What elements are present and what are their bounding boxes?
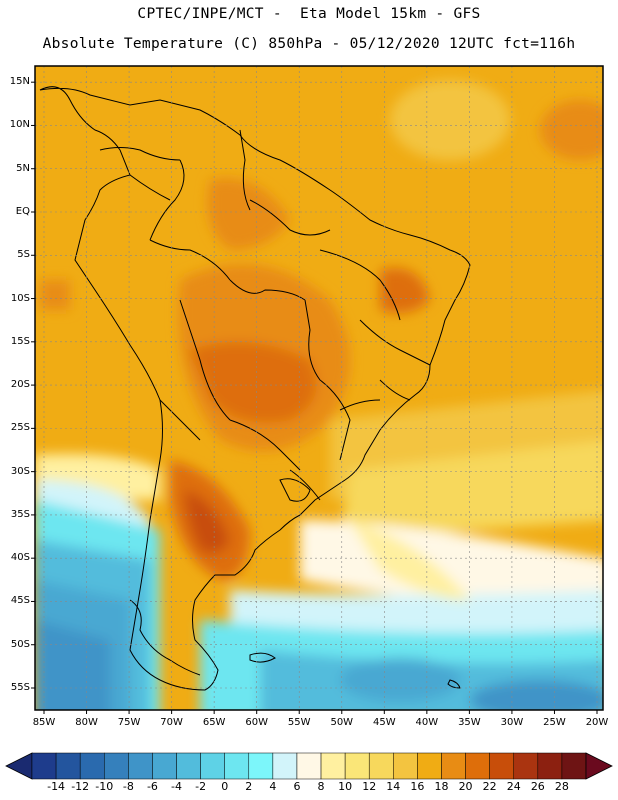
map-title-line-2: Absolute Temperature (C) 850hPa - 05/12/… [42,36,576,52]
colorbar-cell [320,752,346,780]
colorbar-label: 6 [293,780,301,793]
lat-label: 10S [10,292,30,304]
colorbar-label: 24 [506,780,521,793]
lon-label: 45W [372,717,396,728]
lat-label: 30S [10,465,30,477]
lat-label: 50S [10,638,30,650]
colorbar-cell [152,752,177,780]
colorbar-label: 10 [338,780,353,793]
colorbar-label: -10 [95,780,114,793]
colorbar-cell [368,752,394,780]
colorbar-cell [465,752,490,780]
colorbar-label: 26 [530,780,545,793]
lat-label: EQ [15,206,30,217]
lon-label: 65W [202,717,226,728]
colorbar-cell [344,752,370,780]
lon-label: 20W [585,717,609,728]
colorbar-label: 2 [245,780,253,793]
colorbar-cell [441,752,466,780]
colorbar-cell [489,752,514,780]
colorbar-cell [55,752,81,780]
colorbar-cell [513,752,539,780]
colorbar-label: -14 [47,780,66,793]
lon-label: 25W [543,717,566,728]
colorbar-label: 18 [434,780,449,793]
lon-label: 50W [330,717,354,728]
lat-lon-grid [35,66,603,710]
temperature-field [35,66,603,710]
map-frame [34,65,604,711]
lon-label: 70W [160,717,183,728]
lat-label: 15S [10,335,30,347]
colorbar-cell [31,752,57,780]
colorbar-cell [224,752,250,780]
colorbar-label: -8 [122,780,134,793]
colorbar-label: -2 [195,780,207,793]
map-title-line-1: CPTEC/INPE/MCT - Eta Model 15km - GFS [137,6,481,22]
colorbar-cell [417,752,442,780]
lat-label: 15N [9,76,30,88]
colorbar [5,752,613,780]
lon-label: 55W [287,717,311,728]
colorbar-cell [128,752,153,780]
lon-label: 30W [500,717,524,728]
colorbar-cell [272,752,298,780]
colorbar-label: -12 [71,780,90,793]
colorbar-cell [248,752,274,780]
colorbar-cell [79,752,105,780]
colorbar-cell [296,752,322,780]
colorbar-cell [393,752,418,780]
colorbar-label: 0 [221,780,229,793]
colorbar-cell [537,752,563,780]
colorbar-label: 4 [269,780,277,793]
colorbar-label: 20 [458,780,473,793]
colorbar-label: -4 [171,780,182,793]
lat-label: 35S [10,508,30,520]
colorbar-under-arrow [5,752,33,780]
colorbar-label: 8 [317,780,325,793]
lon-label: 85W [32,717,56,728]
colorbar-label: -6 [146,780,158,793]
colorbar-cell [200,752,225,780]
lat-label: 20S [10,379,30,391]
lat-label: 45S [10,595,30,607]
lon-label: 60W [245,717,268,728]
coastline [39,86,471,691]
lat-label: 5S [17,249,30,261]
lon-label: 80W [75,717,98,728]
colorbar-over-arrow [585,752,613,780]
colorbar-label: 16 [410,780,425,793]
colorbar-cell [104,752,129,780]
lon-label: 35W [458,717,481,728]
lat-label: 10N [9,119,30,131]
lon-label: 75W [117,717,141,728]
colorbar-label: 12 [362,780,377,793]
lat-label: 25S [10,422,30,434]
colorbar-label: 14 [386,780,401,793]
lat-label: 40S [10,552,30,564]
lat-label: 55S [10,682,30,693]
colorbar-cell [561,752,587,780]
colorbar-label: 22 [482,780,497,793]
colorbar-cell [176,752,201,780]
lat-label: 5N [16,162,30,174]
lon-label: 40W [415,717,439,728]
colorbar-label: 28 [554,780,569,793]
